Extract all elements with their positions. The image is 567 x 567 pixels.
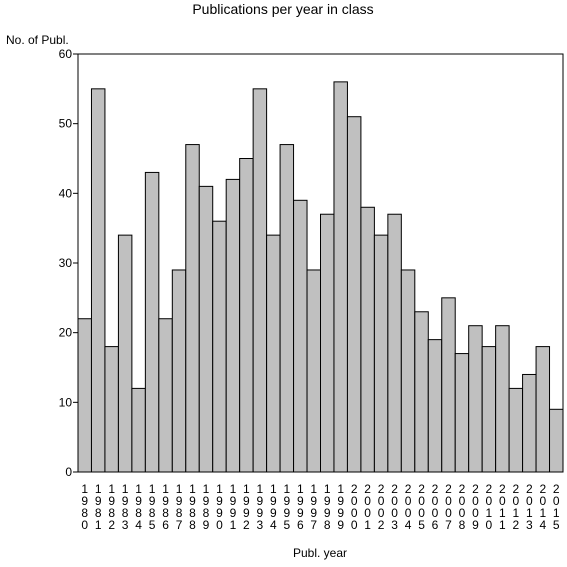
y-tick-label: 60: [59, 47, 73, 61]
bar-1989: [198, 185, 214, 473]
bar-1998: [320, 213, 335, 473]
bar-2000: [346, 116, 362, 473]
y-tick-label: 50: [59, 117, 73, 131]
bar-1985: [144, 171, 160, 473]
bar-2015: [549, 408, 564, 473]
bar-1992: [239, 158, 254, 473]
bar-2013: [522, 373, 537, 473]
chart-title: Publications per year in class: [192, 1, 373, 17]
bar-2004: [400, 269, 416, 473]
bar-1995: [279, 144, 295, 473]
bar-2002: [373, 234, 389, 473]
bar-1993: [252, 88, 268, 473]
bar-1988: [185, 144, 200, 473]
bar-2014: [535, 346, 551, 473]
bar-2011: [495, 325, 510, 473]
bar-1982: [104, 346, 119, 473]
bar-2003: [387, 213, 402, 473]
bar-1983: [117, 234, 133, 473]
bar-2007: [441, 297, 456, 473]
bar-2006: [427, 339, 443, 473]
bar-2001: [360, 206, 375, 473]
y-tick-label: 30: [59, 256, 73, 270]
bar-1999: [333, 81, 348, 473]
y-tick-label: 20: [59, 326, 73, 340]
x-axis: 1 9 8 0 1 9 8 1 1 9 8 2 1 9 8 3 1 9 8 4 1 9 8 5 1 9 8 6 1 9 8 7 1 9 8 8 1 9 8 9…: [81, 482, 560, 532]
bar-1984: [131, 387, 146, 473]
bar-1997: [306, 269, 321, 473]
bar-1987: [171, 269, 187, 473]
bar-1994: [266, 234, 281, 473]
bar-1996: [293, 199, 308, 473]
y-axis: 0 10 20 30 40 50 60: [59, 47, 78, 479]
y-tick-label: 10: [59, 395, 73, 409]
bar-2010: [481, 346, 497, 473]
y-axis-label: No. of Publ.: [6, 33, 69, 47]
bar-1991: [225, 178, 241, 473]
bar-1980: [77, 318, 92, 473]
y-tick-label: 0: [65, 465, 72, 479]
bar-1981: [90, 88, 106, 473]
bar-2008: [454, 353, 470, 473]
bar-2005: [414, 311, 429, 473]
bar-2012: [508, 387, 524, 473]
bar-1986: [158, 318, 173, 473]
plot-frame: [77, 53, 564, 473]
bars: [77, 81, 564, 473]
bar-2009: [468, 325, 483, 473]
x-axis-label: Publ. year: [293, 546, 347, 560]
y-tick-label: 40: [59, 186, 73, 200]
bar-1990: [212, 220, 227, 473]
